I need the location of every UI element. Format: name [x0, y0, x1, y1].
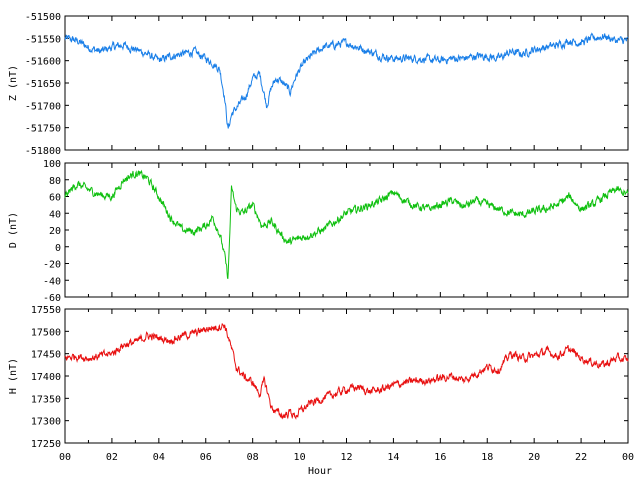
y-tick-label: -60 [43, 293, 61, 304]
x-axis-label: Hour [308, 466, 332, 477]
panel-h: 17550 17500 17450 17400 17350 17300 17250 H (nT… [8, 305, 629, 450]
y-tick-label: 0 [55, 243, 61, 254]
y-tick-label: 20 [49, 226, 61, 237]
panel-frame [64, 15, 629, 151]
x-tick-label: 14 [387, 452, 399, 463]
y-tick-label: 17450 [31, 350, 61, 361]
y-tick-label: 17400 [31, 372, 61, 383]
y-tick-label: -51750 [25, 124, 61, 135]
x-tick-label: 08 [247, 452, 259, 463]
y-tick-label: -51800 [25, 146, 61, 157]
x-tick-label: 00 [622, 452, 634, 463]
y-axis-label-h: H (nT) [8, 358, 19, 394]
y-tick-label: -51550 [25, 34, 61, 45]
y-tick-label: -51500 [25, 12, 61, 23]
series-line-z [64, 32, 629, 129]
x-tick-label: 16 [434, 452, 446, 463]
y-tick-label: 17350 [31, 394, 61, 405]
x-tick-label: 04 [153, 452, 165, 463]
y-tick-label: -51700 [25, 101, 61, 112]
y-tick-label: -51600 [25, 57, 61, 68]
x-tick-label: 06 [200, 452, 212, 463]
y-tick-label: 40 [49, 209, 61, 220]
panel-z: -51500 -51550 -51600 -51650 -51700 -51750 -518… [8, 12, 629, 157]
x-tick-label: 20 [528, 452, 540, 463]
y-tick-label: 100 [43, 159, 61, 170]
y-tick-label: 17250 [31, 439, 61, 450]
x-tick-label: 18 [481, 452, 493, 463]
x-tick-label: 00 [59, 452, 71, 463]
x-tick-label: 02 [106, 452, 118, 463]
y-tick-label: -20 [43, 260, 61, 271]
panel-frame [64, 308, 629, 444]
y-tick-label: -40 [43, 276, 61, 287]
y-axis-label-z: Z (nT) [8, 65, 19, 101]
series-line-d [64, 169, 629, 280]
y-tick-label: -51650 [25, 79, 61, 90]
series-line-h [64, 323, 629, 420]
y-tick-label: 80 [49, 176, 61, 187]
x-tick-label: 12 [340, 452, 352, 463]
y-tick-label: 17300 [31, 417, 61, 428]
y-tick-label: 17500 [31, 327, 61, 338]
y-axis-label-d: D (nT) [8, 212, 19, 248]
x-tick-label: 10 [294, 452, 306, 463]
x-tick-label: 22 [575, 452, 587, 463]
panel-d: 100 80 60 40 20 0 -20 -40 -60 D (nT) [8, 159, 629, 304]
chart-panels: -51500 -51550 -51600 -51650 -51700 -51750 -518… [8, 12, 634, 463]
y-tick-label: 60 [49, 193, 61, 204]
y-tick-label: 17550 [31, 305, 61, 316]
